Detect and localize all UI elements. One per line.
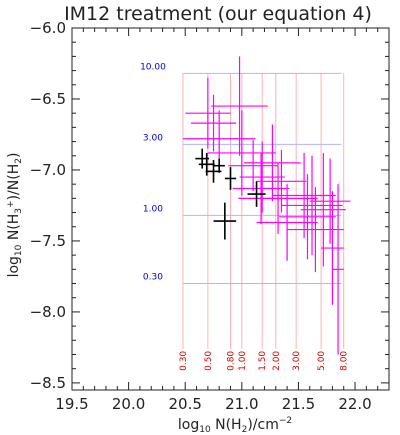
x-guide-label: 0.50 [204,351,214,371]
y-tick-label: −7.5 [30,232,66,250]
x-tick-label: 21.0 [225,395,258,413]
x-tick-label: 19.5 [55,395,88,413]
y-axis-label: log10 N(H3+)/N(H2) [6,153,24,278]
y-tick-label: −6.5 [30,90,66,108]
y-tick-label: −8.0 [30,303,66,321]
x-guide-label: 1.00 [238,351,248,371]
x-tick-label: 22.0 [338,395,371,413]
magenta-data-point [232,152,290,224]
magenta-data-point [190,94,237,152]
chart-title: IM12 treatment (our equation 4) [64,3,372,25]
magenta-data-point [272,152,336,239]
magenta-data-point [256,184,318,261]
magenta-data-point [207,110,276,196]
x-guide-label: 8.00 [340,351,350,371]
x-guide-label: 1.50 [258,351,268,371]
x-tick-label: 20.0 [112,395,145,413]
x-guide-label: 3.00 [292,351,302,371]
magenta-data-point [238,162,318,234]
magenta-data-point [287,186,344,273]
magenta-data-point [239,141,285,213]
magenta-data-point [281,155,343,256]
x-guide-label: 5.00 [317,351,327,371]
black-data-point [247,181,266,207]
y-guide-label: 3.00 [143,133,163,143]
black-data-point [198,152,215,176]
y-guide-label: 1.00 [143,204,163,214]
x-tick-label: 21.5 [282,395,315,413]
magenta-data-point [185,77,231,149]
magenta-data-point [332,184,344,355]
y-tick-label: −6.0 [30,19,66,37]
y-tick-label: −8.5 [30,374,66,392]
x-tick-label: 20.5 [169,395,202,413]
magenta-data-point [228,140,279,192]
magenta-data-point [279,174,336,260]
black-data-point [224,167,237,190]
x-axis-label: log10 N(H2)/cm−2 [178,416,292,435]
x-guide-label: 2.00 [272,351,282,371]
y-tick-label: −7.0 [30,161,66,179]
x-guide-label: 0.30 [179,351,189,371]
magenta-data-point [182,110,256,168]
black-data-point [213,202,237,240]
y-guide-label: 0.30 [143,273,163,283]
black-data-point [213,158,225,173]
axes: 19.5 20.0 20.5 21.0 21.5 22.0 −6.0 −6.5 −7.0 −7.5… [30,19,389,413]
magenta-data-point [321,191,344,305]
y-guide-label: 10.00 [140,62,166,72]
data-points [182,56,351,355]
magenta-data-point [256,150,307,213]
x-guide-label: 0.80 [227,351,237,371]
